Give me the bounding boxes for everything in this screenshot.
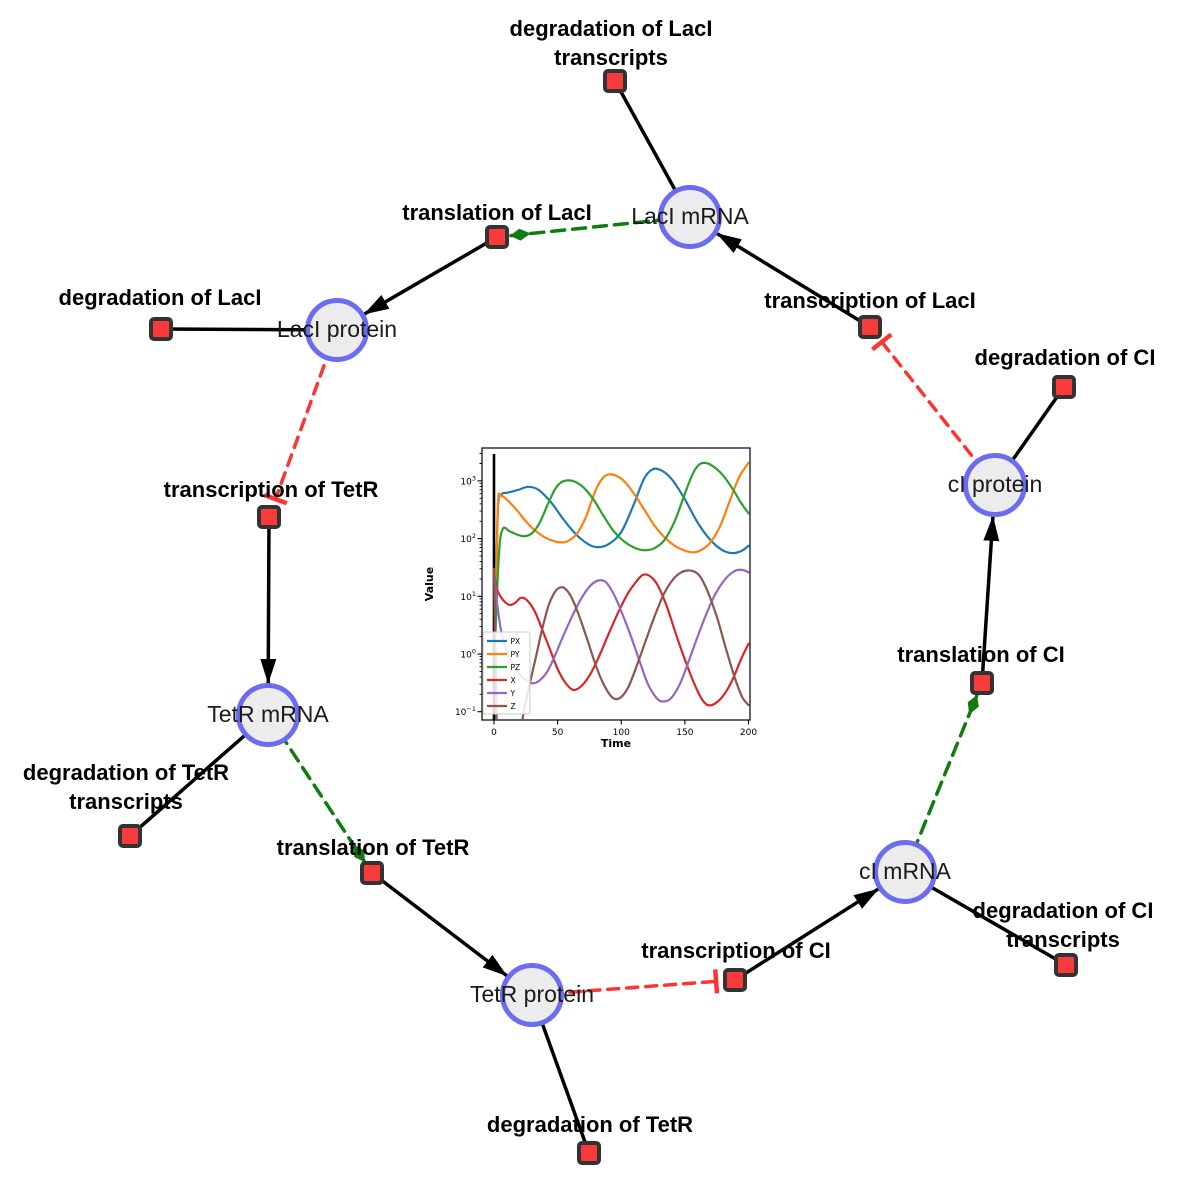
x-tick-label: 150 [676, 728, 693, 738]
series-PY [494, 461, 750, 638]
edge-product-translation-ci-ci-protein [980, 515, 1000, 685]
edge-inhibition-ci-protein-transcription-laci [870, 332, 997, 487]
edge-product-transcription-ci-ci-mrna [733, 887, 880, 982]
chart-legend: PX PY PZ XYZ [482, 631, 531, 715]
x-tick-label: 200 [740, 728, 757, 738]
y-tick-label: 10−1 [455, 705, 476, 718]
x-tick-label: 50 [552, 728, 564, 738]
legend-entry-X: X [511, 676, 516, 685]
edge-reactant-laci-mrna-deg-laci-transcripts [613, 79, 692, 219]
y-tick-label: 103 [460, 474, 476, 487]
edge-product-transcription-tetr-tetr-mrna [260, 515, 277, 685]
x-tick-label: 0 [491, 728, 497, 738]
edge-product-transcription-laci-laci-mrna [715, 231, 872, 329]
y-tick-label: 102 [460, 532, 476, 545]
legend-entry-PX: PX [511, 637, 521, 646]
y-axis-label: Value [423, 567, 436, 601]
edge-inhibition-tetr-protein-transcription-ci [530, 969, 720, 997]
legend-entry-PZ: PZ [511, 663, 521, 672]
edge-modifier-tetr-mrna-translation-tetr [266, 713, 367, 864]
edge-reactant-laci-protein-deg-laci [159, 327, 339, 332]
series-Z [492, 567, 750, 720]
edge-reactant-tetr-protein-deg-tetr [530, 993, 591, 1155]
edge-modifier-ci-mrna-translation-ci [903, 694, 979, 874]
edge-reactant-ci-mrna-deg-ci-transcripts [903, 870, 1068, 967]
series-PX [494, 467, 750, 638]
y-tick-label: 100 [460, 648, 476, 661]
edge-reactant-ci-protein-deg-ci [993, 385, 1066, 487]
edge-product-translation-laci-laci-protein [362, 235, 499, 316]
chart-axes-box [481, 447, 751, 721]
y-tick-label: 101 [460, 590, 476, 603]
series-X [492, 571, 750, 707]
edge-inhibition-laci-protein-transcription-tetr [263, 328, 339, 506]
series-Y [492, 568, 750, 703]
edge-product-translation-tetr-tetr-protein [370, 871, 509, 978]
legend-entry-PY: PY [511, 650, 520, 659]
edge-reactant-tetr-mrna-deg-tetr-transcripts [128, 713, 270, 838]
series-PZ [494, 461, 750, 638]
edge-modifier-laci-mrna-translation-laci [509, 215, 692, 241]
x-axis-label: Time [601, 737, 631, 750]
legend-entry-Z: Z [511, 702, 516, 711]
x-tick-label: 100 [613, 728, 630, 738]
legend-entry-Y: Y [510, 689, 516, 698]
